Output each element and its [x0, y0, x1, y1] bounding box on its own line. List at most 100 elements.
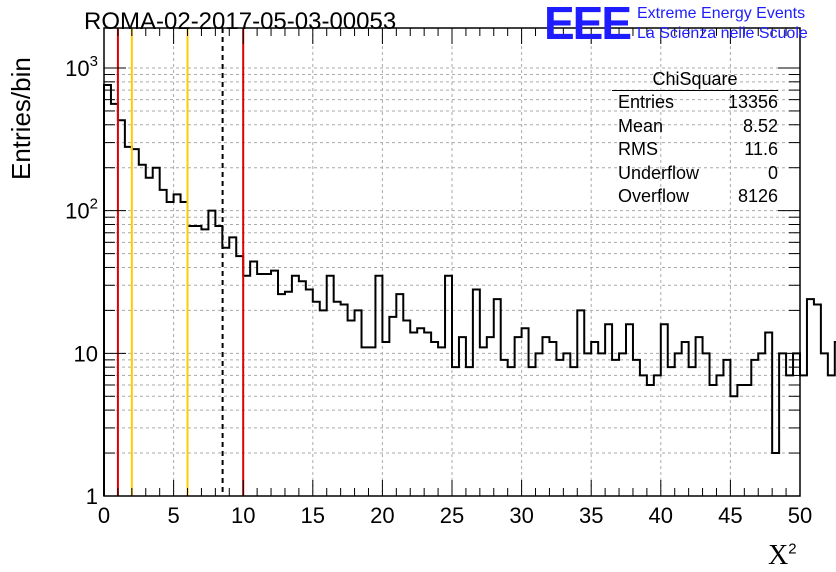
histogram-bin — [542, 337, 549, 496]
histogram-bin — [382, 342, 389, 496]
histogram-bin — [793, 353, 800, 496]
histogram-bin — [285, 292, 292, 496]
stats-value: 0 — [767, 162, 778, 183]
histogram-bin — [348, 320, 355, 496]
histogram-bin — [306, 290, 313, 496]
x-tick-label: 30 — [509, 503, 533, 528]
histogram-bin — [501, 360, 508, 496]
y-tick-label-exponent: 2 — [90, 196, 98, 213]
histogram-bin — [577, 310, 584, 496]
histogram-bin — [445, 276, 452, 496]
histogram-bin — [194, 226, 201, 496]
histogram-bin — [828, 375, 835, 496]
x-axis-label-text: X — [768, 540, 789, 571]
histogram-bin — [689, 367, 696, 496]
histogram-bin — [591, 342, 598, 496]
histogram-bin — [250, 262, 257, 496]
x-tick-label: 35 — [579, 503, 603, 528]
stats-box: ChiSquare Entries 13356 Mean 8.52 RMS 11.6 … — [612, 68, 778, 209]
x-tick-label: 10 — [231, 503, 255, 528]
histogram-bin — [334, 302, 341, 496]
x-tick-label: 40 — [649, 503, 673, 528]
histogram-bin — [146, 178, 153, 496]
histogram-bin — [807, 299, 814, 496]
histogram-bin — [174, 194, 181, 496]
stats-label: RMS — [618, 139, 658, 160]
histogram-bin — [529, 367, 536, 496]
histogram-bin — [779, 353, 786, 496]
histogram-bin — [633, 360, 640, 496]
stats-row-underflow: Underflow 0 — [612, 162, 778, 186]
histogram-bin — [515, 337, 522, 496]
histogram-outline — [103, 84, 836, 496]
histogram-bin — [703, 353, 710, 496]
x-axis-label: X2 — [768, 540, 797, 572]
stats-label: Entries — [618, 92, 675, 112]
histogram-bin — [682, 342, 689, 496]
histogram-bin — [257, 274, 264, 496]
stats-row-rms: RMS 11.6 — [612, 138, 778, 162]
histogram-bin — [570, 367, 577, 496]
histogram-bin — [480, 347, 487, 496]
x-tick-label: 20 — [370, 503, 394, 528]
histogram-bin — [229, 237, 236, 496]
stats-value: 13356 — [727, 92, 778, 112]
y-tick-label-exponent: 3 — [90, 53, 98, 70]
histogram-bin — [271, 271, 278, 496]
histogram-bin — [201, 229, 208, 496]
histogram-bin — [111, 104, 118, 496]
histogram-bin — [188, 226, 195, 496]
histogram-bin — [598, 353, 605, 496]
y-tick-label: 10 — [74, 341, 98, 366]
histogram-bin — [723, 360, 730, 496]
histogram-bin — [716, 375, 723, 496]
x-tick-label: 25 — [440, 503, 464, 528]
stats-row-entries: Entries 13356 — [612, 91, 778, 115]
histogram-bin — [125, 147, 132, 496]
histogram-bin — [661, 324, 668, 496]
histogram-bin — [313, 302, 320, 496]
y-axis-label: Entries/bin — [6, 57, 36, 180]
histogram-bin — [181, 202, 188, 496]
histogram-bin — [417, 328, 424, 496]
histogram-bin — [494, 299, 501, 496]
histogram-bin — [410, 332, 417, 496]
histogram-bin — [104, 85, 111, 496]
histogram-bin — [160, 190, 167, 496]
histogram-bin — [751, 360, 758, 496]
histogram-bin — [668, 367, 675, 496]
histogram-bin — [132, 149, 139, 496]
histogram-bin — [424, 332, 431, 496]
histogram-bin — [389, 317, 396, 496]
stats-value: 8126 — [737, 186, 778, 207]
x-tick-label: 0 — [98, 503, 110, 528]
histogram-bin — [821, 353, 828, 496]
histogram-bin — [243, 276, 250, 496]
histogram-bin — [459, 337, 466, 496]
histogram-bin — [375, 276, 382, 496]
y-tick-label: 1 — [86, 484, 98, 509]
x-tick-label: 45 — [718, 503, 742, 528]
y-tick-label: 103 — [65, 53, 98, 81]
histogram-bin — [438, 347, 445, 496]
histogram-bin — [800, 375, 807, 496]
stats-row-mean: Mean 8.52 — [612, 115, 778, 139]
histogram-bin — [452, 367, 459, 496]
x-axis-label-superscript: 2 — [788, 540, 797, 558]
histogram-bin — [341, 304, 348, 496]
histogram-bin — [584, 353, 591, 496]
histogram-bin — [786, 375, 793, 496]
histogram-bin — [619, 353, 626, 496]
stats-row-overflow: Overflow 8126 — [612, 185, 778, 209]
histogram-bin — [368, 347, 375, 496]
x-tick-label: 50 — [788, 503, 812, 528]
histogram-bin — [327, 276, 334, 496]
histogram-bin — [556, 360, 563, 496]
histogram-bin — [696, 337, 703, 496]
vertical-marker-lines — [116, 28, 245, 496]
eee-logo: EEE — [544, 0, 632, 49]
stats-label: Mean — [618, 115, 664, 136]
histogram-bin — [292, 276, 299, 496]
histogram-series — [103, 84, 836, 496]
